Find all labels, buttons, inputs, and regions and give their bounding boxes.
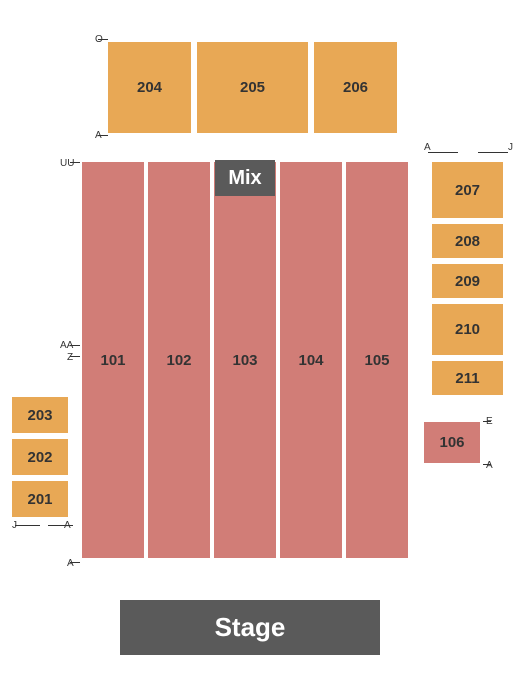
row-tick bbox=[70, 162, 80, 163]
row-label: J bbox=[508, 142, 513, 153]
row-tick bbox=[70, 356, 80, 357]
section-206[interactable]: 206 bbox=[312, 40, 399, 135]
row-tick bbox=[483, 421, 491, 422]
row-label: A bbox=[486, 460, 493, 471]
row-tick bbox=[70, 345, 80, 346]
row-tick bbox=[98, 135, 108, 136]
row-tick bbox=[428, 152, 458, 153]
mix-booth: Mix bbox=[215, 160, 275, 196]
row-tick bbox=[478, 152, 508, 153]
section-101[interactable]: 101 bbox=[80, 160, 146, 560]
row-tick bbox=[483, 464, 491, 465]
section-103[interactable]: 103 bbox=[212, 160, 278, 560]
section-102[interactable]: 102 bbox=[146, 160, 212, 560]
section-208[interactable]: 208 bbox=[430, 222, 505, 260]
section-204[interactable]: 204 bbox=[106, 40, 193, 135]
section-202[interactable]: 202 bbox=[10, 437, 70, 477]
section-210[interactable]: 210 bbox=[430, 302, 505, 357]
section-201[interactable]: 201 bbox=[10, 479, 70, 519]
section-207[interactable]: 207 bbox=[430, 160, 505, 220]
section-105[interactable]: 105 bbox=[344, 160, 410, 560]
section-104[interactable]: 104 bbox=[278, 160, 344, 560]
seating-chart: 204205206 101102103104105 207208209210211 1… bbox=[0, 0, 525, 677]
row-tick bbox=[15, 525, 40, 526]
section-211[interactable]: 211 bbox=[430, 359, 505, 397]
section-209[interactable]: 209 bbox=[430, 262, 505, 300]
section-203[interactable]: 203 bbox=[10, 395, 70, 435]
stage: Stage bbox=[120, 600, 380, 655]
section-106[interactable]: 106 bbox=[422, 420, 482, 465]
row-label: UU bbox=[60, 158, 74, 169]
row-label: Z bbox=[67, 352, 73, 363]
row-tick bbox=[98, 39, 108, 40]
row-tick bbox=[70, 562, 80, 563]
row-tick bbox=[48, 525, 73, 526]
row-label: A bbox=[67, 558, 74, 569]
section-205[interactable]: 205 bbox=[195, 40, 310, 135]
